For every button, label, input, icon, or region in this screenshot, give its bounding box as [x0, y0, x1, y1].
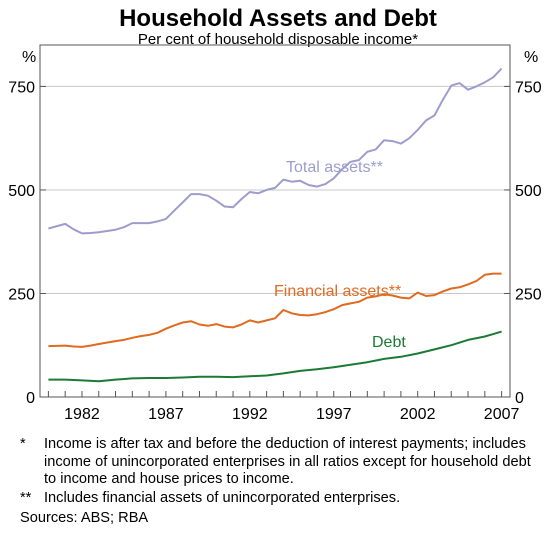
xtick-label: 1982 — [64, 406, 100, 423]
series-line-1 — [48, 272, 502, 348]
footnote-1-text: Income is after tax and before the deduc… — [44, 436, 531, 487]
label-debt: Debt — [372, 334, 406, 351]
label-financial-assets: Financial assets** — [274, 283, 401, 300]
footnotes: * Income is after tax and before the ded… — [20, 436, 540, 528]
footnote-1-mark: * — [20, 436, 26, 452]
ytick-label-left: 500 — [8, 183, 35, 200]
ytick-label-right: 750 — [515, 79, 542, 96]
ytick-label-right: 250 — [515, 286, 542, 303]
gridlines — [40, 85, 510, 398]
xtick-label: 2007 — [484, 406, 520, 423]
footnote-2-text: Includes financial assets of unincorpora… — [44, 489, 401, 506]
chart-title: Household Assets and Debt — [119, 5, 437, 32]
xtick-label: 1997 — [316, 406, 352, 423]
ytick-label-right: 0 — [515, 390, 524, 407]
ytick-label-left: 0 — [26, 390, 35, 407]
plot-frame — [39, 44, 511, 398]
xtick-label: 1992 — [232, 406, 268, 423]
footnote-2: ** Includes financial assets of unincorp… — [20, 490, 540, 508]
label-total-assets: Total assets** — [286, 159, 383, 176]
series-line-0 — [48, 67, 503, 235]
footnote-1: * Income is after tax and before the ded… — [20, 436, 540, 489]
footnote-2-mark: ** — [20, 489, 32, 506]
left-axis-unit: % — [22, 49, 36, 66]
series-line-2 — [48, 330, 502, 383]
sources: Sources: ABS; RBA — [20, 510, 149, 526]
ytick-label-left: 750 — [8, 79, 35, 96]
chart-subtitle: Per cent of household disposable income* — [138, 31, 418, 48]
series-lines — [48, 67, 503, 383]
chart: Household Assets and Debt Per cent of ho… — [8, 5, 542, 423]
axis-ticks: 0 0 250 250 500 500 750 750 1982 1987 1992 1997 2002… — [8, 79, 542, 423]
ytick-label-right: 500 — [515, 183, 542, 200]
ytick-label-left: 250 — [8, 286, 35, 303]
right-axis-unit: % — [524, 49, 538, 66]
xtick-label: 1987 — [148, 406, 184, 423]
xtick-label: 2002 — [400, 406, 436, 423]
